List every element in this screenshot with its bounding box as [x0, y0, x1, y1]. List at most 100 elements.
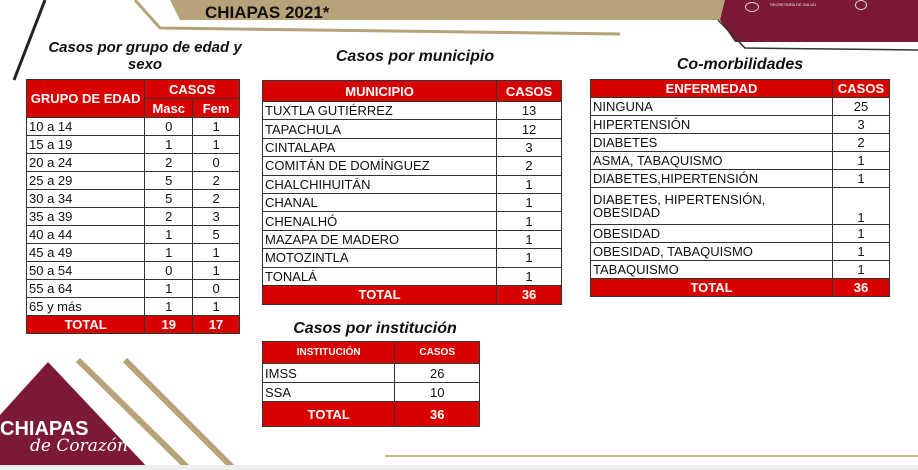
row-value: 3 [496, 137, 562, 158]
age-table-title: Casos por grupo de edad y sexo [48, 39, 242, 73]
row-value: 5 [144, 171, 194, 190]
table-row: TUXTLA GUTIÉRREZ 13 [261, 100, 562, 121]
row-value: 2 [144, 153, 194, 172]
table-row: 10 a 14 0 1 [25, 117, 240, 136]
row-value: 26 [394, 363, 480, 383]
row-value: 2 [144, 207, 194, 226]
row-label: TONALÁ [261, 266, 498, 286]
row-value: 1 [144, 297, 194, 316]
table-row: 40 a 44 1 5 [25, 225, 240, 244]
row-value: 1 [144, 243, 194, 262]
row-label: 40 a 44 [25, 225, 146, 244]
row-value: 1 [192, 243, 240, 262]
row-value: 5 [144, 189, 194, 208]
row-value: 1 [832, 169, 890, 188]
table-row: TABAQUISMO 1 [589, 260, 890, 279]
row-value: 1 [192, 261, 240, 280]
header-disease: ENFERMEDAD [589, 79, 834, 98]
table-row: OBESIDAD 1 [589, 224, 890, 243]
header-institution: INSTITUCIÓN [261, 341, 396, 364]
institution-table-title: Casos por institución [293, 320, 457, 337]
header-cases: CASOS [144, 79, 240, 99]
row-value: 1 [144, 135, 194, 154]
header-cases: CASOS [394, 341, 480, 364]
row-value: 1 [832, 187, 890, 225]
row-label: 20 a 24 [25, 153, 146, 172]
row-label: 45 a 49 [25, 243, 146, 262]
row-label: 10 a 14 [25, 117, 146, 136]
row-label: 65 y más [25, 297, 146, 316]
row-value: 1 [192, 297, 240, 316]
table-row: 20 a 24 2 0 [25, 153, 240, 172]
row-value: 1 [144, 225, 194, 244]
table-row: 25 a 29 5 2 [25, 171, 240, 190]
table-row: CHENALHÓ 1 [261, 211, 562, 231]
row-value: 1 [496, 229, 562, 250]
row-value: 1 [832, 224, 890, 243]
header-age-group: GRUPO DE EDAD [25, 79, 146, 118]
row-value: 2 [192, 189, 240, 208]
total-value: 36 [394, 401, 480, 427]
total-female: 17 [192, 315, 240, 334]
comorbidities-table-title: Co-morbilidades [676, 56, 804, 73]
row-label: ASMA, TABAQUISMO [589, 151, 834, 170]
row-value: 1 [832, 260, 890, 279]
row-label: OBESIDAD, TABAQUISMO [589, 242, 834, 261]
row-label: CHANAL [261, 192, 498, 213]
table-row: CHANAL 1 [261, 192, 562, 213]
table-row: 65 y más 1 1 [25, 297, 240, 316]
row-label: DIABETES [589, 133, 834, 152]
emblem-icon [855, 0, 867, 10]
row-label: 25 a 29 [25, 171, 146, 190]
header-maroon-panel [720, 0, 918, 42]
table-row: 30 a 34 5 2 [25, 189, 240, 208]
table-row: COMITÁN DE DOMÍNGUEZ 2 [261, 156, 562, 176]
row-value: 1 [192, 117, 240, 136]
row-value: 25 [832, 97, 890, 116]
total-label: TOTAL [261, 284, 498, 305]
row-value: 12 [496, 119, 562, 139]
table-row: DIABETES, HIPERTENSIÓN, OBESIDAD 1 [589, 187, 890, 225]
row-label: OBESIDAD [589, 224, 834, 243]
row-value: 1 [496, 174, 562, 194]
table-row: HIPERTENSIÓN 3 [589, 115, 890, 134]
row-value: 1 [496, 248, 562, 268]
row-label: HIPERTENSIÓN [589, 115, 834, 134]
table-row: NINGUNA 25 [589, 97, 890, 116]
total-value: 36 [496, 284, 562, 305]
institution-table: INSTITUCIÓN CASOS IMSS 26 SSA 10 TOTAL 36 [261, 341, 480, 427]
row-label: 15 a 19 [25, 135, 146, 154]
table-row: 55 a 64 1 0 [25, 279, 240, 298]
row-label: COMITÁN DE DOMÍNGUEZ [261, 156, 498, 176]
row-label: TABAQUISMO [589, 260, 834, 279]
row-label: 30 a 34 [25, 189, 146, 208]
table-row: 15 a 19 1 1 [25, 135, 240, 154]
row-value: 1 [496, 192, 562, 213]
row-label: MAZAPA DE MADERO [261, 229, 498, 250]
row-value: 5 [192, 225, 240, 244]
table-row: CHALCHIHUITÁN 1 [261, 174, 562, 194]
comorbidities-table: ENFERMEDAD CASOS NINGUNA 25 HIPERTENSIÓN 3 DI… [589, 79, 890, 297]
row-label: 50 a 54 [25, 261, 146, 280]
table-row: 50 a 54 0 1 [25, 261, 240, 280]
table-row: DIABETES 2 [589, 133, 890, 152]
brand-triangle [0, 362, 150, 470]
row-value: 1 [496, 211, 562, 231]
table-row: MAZAPA DE MADERO 1 [261, 229, 562, 250]
header-male: Masc [144, 98, 194, 118]
row-value: 1 [192, 135, 240, 154]
table-row: IMSS 26 [261, 363, 480, 383]
row-value: 3 [192, 207, 240, 226]
row-label: CINTALAPA [261, 137, 498, 158]
age-sex-table: GRUPO DE EDAD CASOS Masc Fem 10 a 14 0 1 15 a… [25, 79, 240, 334]
table-row: 35 a 39 2 3 [25, 207, 240, 226]
table-row: TONALÁ 1 [261, 266, 562, 286]
table-row: SSA 10 [261, 382, 480, 402]
row-value: 0 [192, 153, 240, 172]
table-row: OBESIDAD, TABAQUISMO 1 [589, 242, 890, 261]
seal-icon [745, 2, 759, 12]
row-label: TUXTLA GUTIÉRREZ [261, 100, 498, 121]
row-value: 0 [192, 279, 240, 298]
header-cases: CASOS [496, 80, 562, 102]
